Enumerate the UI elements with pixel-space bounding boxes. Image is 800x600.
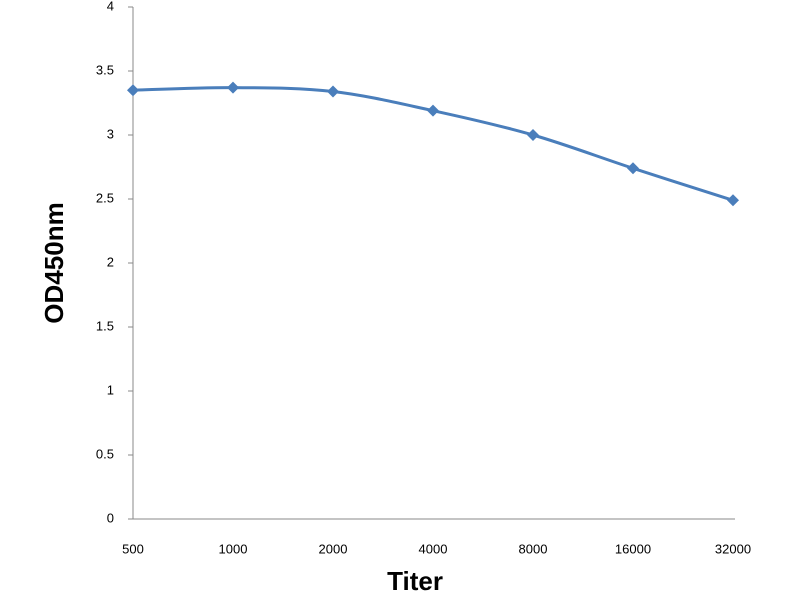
y-tick-label: 2.5 [96, 190, 114, 205]
point [627, 162, 639, 175]
point [527, 129, 539, 141]
series-line [132, 86, 734, 202]
y-tick-label: 0.5 [96, 446, 114, 461]
y-tick-label: 1 [107, 382, 114, 397]
y-tick-label: 0 [107, 510, 114, 525]
x-tick-label: 2000 [319, 541, 348, 556]
y-tick-label: 1.5 [96, 318, 114, 333]
y-axis-title: OD450nm [39, 202, 69, 323]
point [427, 104, 439, 117]
x-tick-label: 8000 [519, 541, 548, 556]
x-tick-label: 32000 [715, 541, 751, 556]
y-tick-label: 4 [107, 0, 114, 13]
point [227, 81, 239, 94]
x-tick-label: 1000 [219, 541, 248, 556]
point [327, 85, 339, 98]
y-tick-label: 3 [107, 126, 114, 141]
y-tick-label: 3.5 [96, 62, 114, 77]
x-axis-title: Titer [387, 566, 443, 596]
x-tick-label: 500 [122, 541, 144, 556]
x-tick-label: 16000 [615, 541, 651, 556]
y-tick-label: 2 [107, 254, 114, 269]
x-tick-label: 4000 [419, 541, 448, 556]
point [727, 194, 739, 207]
point [127, 84, 139, 97]
